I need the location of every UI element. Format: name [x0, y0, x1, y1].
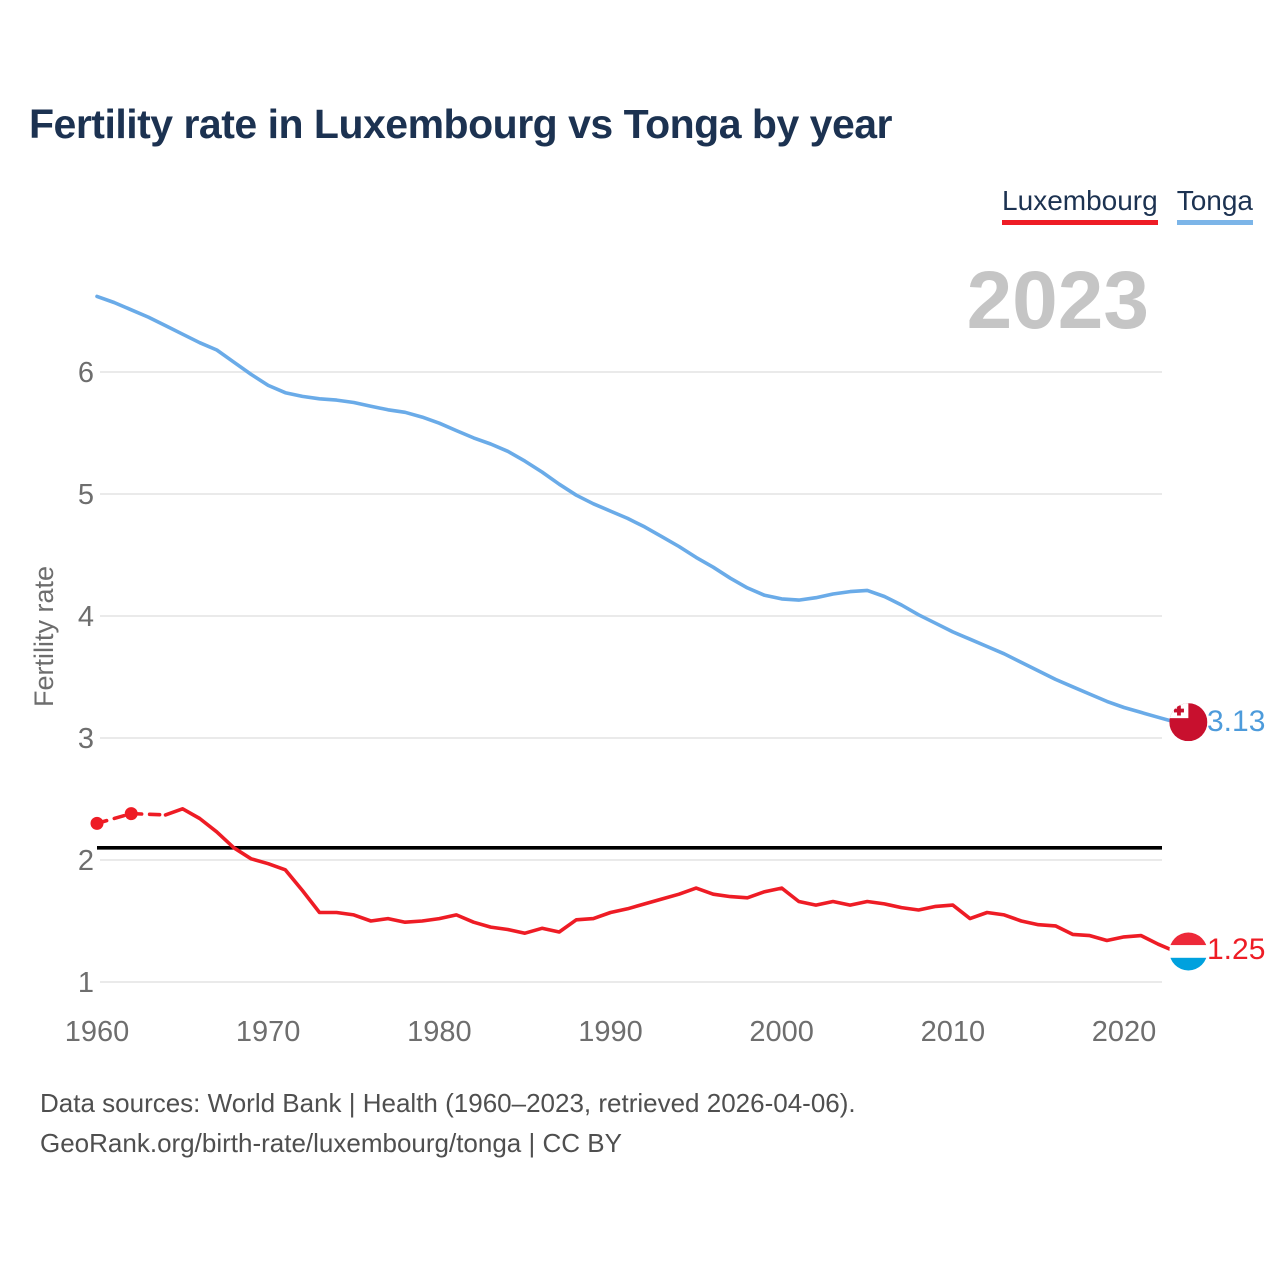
y-tick-label: 2 — [78, 845, 94, 877]
x-tick-label: 2000 — [749, 1016, 814, 1048]
year-watermark: 2023 — [966, 255, 1149, 346]
tonga-end-value: 3.13 — [1207, 705, 1266, 738]
y-tick-label: 3 — [78, 723, 94, 755]
y-tick-label: 1 — [78, 967, 94, 999]
luxembourg-flag-icon — [1169, 932, 1208, 971]
legend-item-tonga[interactable]: Tonga — [1176, 185, 1253, 225]
x-tick-label: 2010 — [921, 1016, 986, 1048]
luxembourg-line — [163, 806, 1178, 954]
legend-item-luxembourg[interactable]: Luxembourg — [1002, 185, 1158, 225]
x-tick-label: 1990 — [578, 1016, 643, 1048]
x-tick-label: 1960 — [65, 1016, 130, 1048]
x-tick-label: 2020 — [1092, 1016, 1157, 1048]
y-tick-label: 6 — [78, 357, 94, 389]
tonga-line — [95, 294, 1178, 724]
luxembourg-end-value: 1.25 — [1207, 933, 1266, 966]
chart-title: Fertility rate in Luxembourg vs Tonga by… — [29, 101, 893, 147]
legend: Luxembourg Tonga — [1002, 185, 1253, 225]
luxembourg-data-marker — [90, 816, 104, 830]
luxembourg-data-marker — [124, 807, 138, 821]
data-sources-note: Data sources: World Bank | Health (1960–… — [40, 1088, 856, 1118]
y-tick-label: 5 — [78, 479, 94, 511]
tonga-flag-icon — [1169, 703, 1208, 742]
footer: Data sources: World Bank | Health (1960–… — [40, 1083, 856, 1163]
x-tick-label: 1970 — [236, 1016, 301, 1048]
x-tick-label: 1980 — [407, 1016, 472, 1048]
y-tick-label: 4 — [78, 601, 94, 633]
attribution-link[interactable]: GeoRank.org/birth-rate/luxembourg/tonga … — [40, 1128, 622, 1158]
